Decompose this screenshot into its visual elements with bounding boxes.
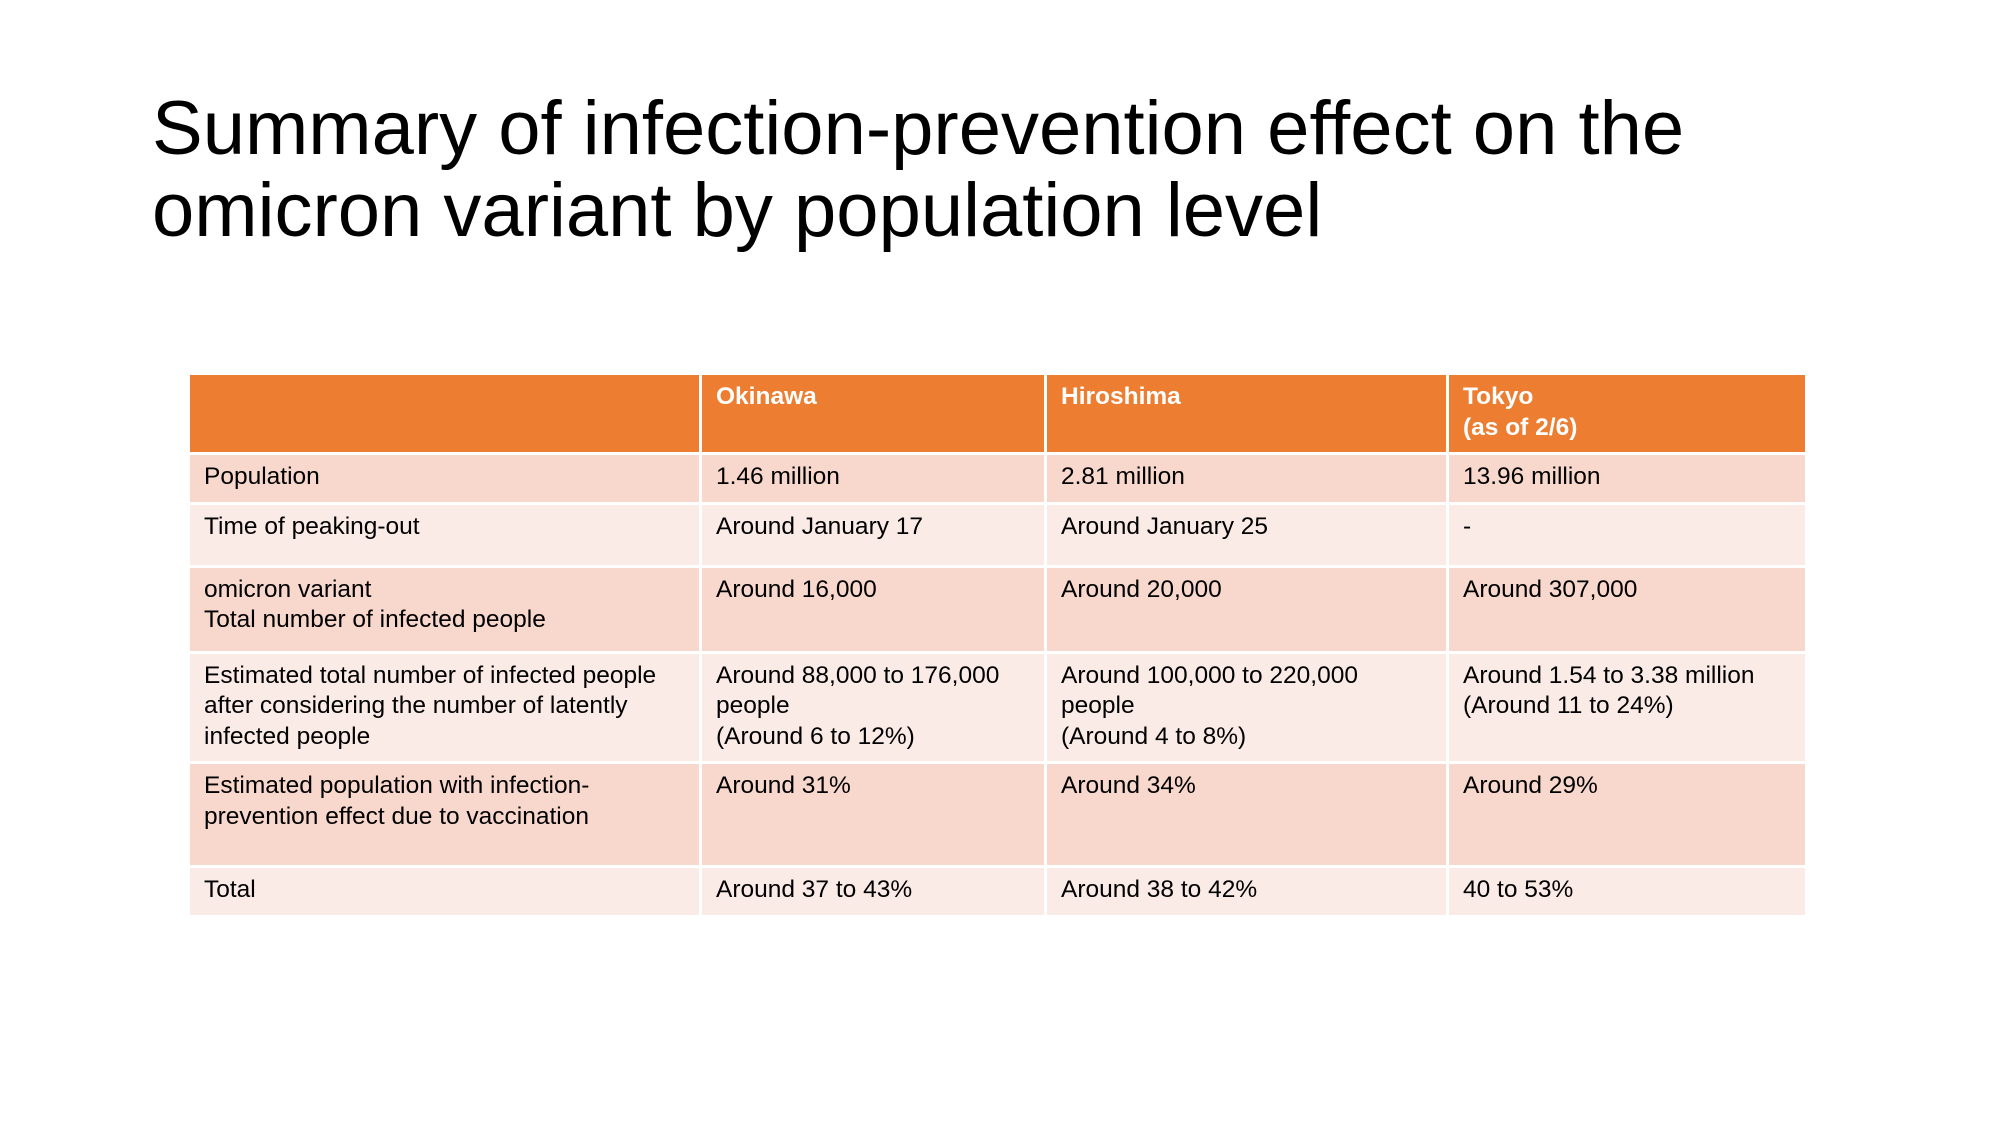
cell-tokyo: 13.96 million	[1446, 452, 1808, 505]
cell-tokyo: Around 29%	[1446, 761, 1808, 868]
slide-title-line-1: Summary of infection-prevention effect o…	[152, 86, 1685, 171]
row-label: omicron variant Total number of infected…	[187, 564, 702, 654]
cell-hiroshima: Around 34%	[1044, 761, 1449, 868]
slide-title-line-2: omicron variant by population level	[152, 168, 1323, 253]
cell-hiroshima: 2.81 million	[1044, 452, 1449, 505]
cell-okinawa: 1.46 million	[699, 452, 1047, 505]
header-cell-okinawa: Okinawa	[699, 372, 1047, 455]
cell-okinawa: Around 37 to 43%	[699, 865, 1047, 918]
cell-tokyo: Around 307,000	[1446, 564, 1808, 654]
cell-okinawa: Around January 17	[699, 501, 1047, 568]
cell-hiroshima: Around 20,000	[1044, 564, 1449, 654]
table-row-omicron-infected: omicron variant Total number of infected…	[187, 564, 1808, 654]
row-label: Population	[187, 452, 702, 505]
header-cell-empty	[187, 372, 702, 455]
cell-okinawa: Around 88,000 to 176,000 people (Around …	[699, 650, 1047, 764]
table-row-vaccination-effect: Estimated population with infection-prev…	[187, 761, 1808, 868]
row-label: Estimated population with infection-prev…	[187, 761, 702, 868]
summary-table: Okinawa Hiroshima Tokyo (as of 2/6) Popu…	[187, 372, 1808, 918]
row-label: Time of peaking-out	[187, 501, 702, 568]
cell-hiroshima: Around January 25	[1044, 501, 1449, 568]
table-row-population: Population 1.46 million 2.81 million 13.…	[187, 452, 1808, 505]
row-label: Estimated total number of infected peopl…	[187, 650, 702, 764]
cell-okinawa: Around 31%	[699, 761, 1047, 868]
cell-hiroshima: Around 100,000 to 220,000 people (Around…	[1044, 650, 1449, 764]
table-header-row: Okinawa Hiroshima Tokyo (as of 2/6)	[187, 372, 1808, 455]
slide-title: Summary of infection-prevention effect o…	[152, 88, 1912, 252]
cell-okinawa: Around 16,000	[699, 564, 1047, 654]
header-cell-hiroshima: Hiroshima	[1044, 372, 1449, 455]
cell-tokyo: 40 to 53%	[1446, 865, 1808, 918]
table-row-estimated-infected: Estimated total number of infected peopl…	[187, 650, 1808, 764]
row-label: Total	[187, 865, 702, 918]
cell-hiroshima: Around 38 to 42%	[1044, 865, 1449, 918]
table-row-total: Total Around 37 to 43% Around 38 to 42% …	[187, 865, 1808, 918]
header-cell-tokyo: Tokyo (as of 2/6)	[1446, 372, 1808, 455]
cell-tokyo: -	[1446, 501, 1808, 568]
table-row-peaking-out: Time of peaking-out Around January 17 Ar…	[187, 501, 1808, 568]
cell-tokyo: Around 1.54 to 3.38 million (Around 11 t…	[1446, 650, 1808, 764]
